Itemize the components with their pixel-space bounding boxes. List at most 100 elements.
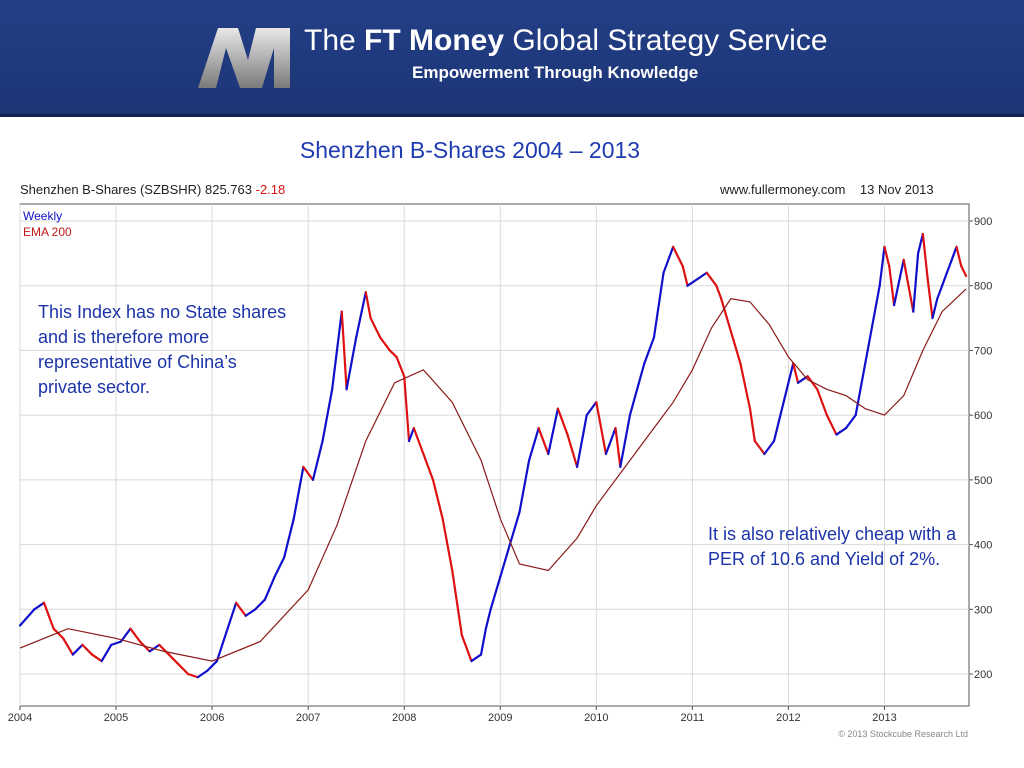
weekly-segment [460,634,473,663]
weekly-segment [345,336,358,391]
banner-title: The FT Money Global Strategy Service [304,24,828,57]
y-tick-label: 600 [974,410,992,422]
y-tick-label: 500 [974,475,992,487]
weekly-segment [206,659,219,672]
x-tick-label: 2012 [776,712,800,724]
weekly-segment [62,637,74,656]
plot-area [19,203,970,707]
weekly-segment [686,278,699,287]
weekly-segment [441,517,454,572]
copyright: © 2013 Stockcube Research Ltd [838,729,968,739]
weekly-segment [739,362,752,410]
weekly-segment [672,245,684,268]
weekly-segment [614,426,622,469]
weekly-segment [604,426,617,456]
weekly-segment [792,362,800,384]
x-tick-label: 2010 [584,712,608,724]
weekly-segment [33,601,46,611]
weekly-segment [527,426,540,462]
weekly-segment [537,426,550,456]
weekly-segment [129,627,142,643]
weekly-segment [364,291,372,320]
y-tick-label: 700 [974,345,992,357]
x-tick-label: 2004 [8,712,32,724]
weekly-segment [100,643,113,663]
weekly-segment [941,271,949,287]
y-tick-label: 300 [974,604,992,616]
weekly-segment [395,355,406,378]
weekly-segment [489,575,502,611]
index-change: -2.18 [255,182,286,197]
weekly-segment [696,271,708,281]
x-tick-label: 2005 [104,712,128,724]
weekly-segment [763,439,776,456]
weekly-segment [167,653,180,666]
y-axis: 200 300 400 500 600 700 800 900 [969,216,992,681]
weekly-segment [470,653,483,663]
x-tick-label: 2006 [200,712,224,724]
weekly-segment [311,439,324,481]
weekly-segment [652,271,665,339]
weekly-segment [556,407,569,436]
weekly-segment [254,598,267,611]
weekly-segment [902,258,910,287]
weekly-segment [273,556,286,579]
weekly-segment [379,336,391,352]
weekly-segment [422,452,435,481]
weekly-segment [936,284,944,300]
weekly-segment [628,362,646,417]
weekly-segment [816,388,828,417]
weekly-segment [263,575,276,601]
weekly-segment [148,643,161,653]
weekly-segment [907,284,915,313]
note-left: This Index has no State shares and is th… [38,302,287,397]
weekly-segment [878,245,886,287]
note-right: It is also relatively cheap with a PER o… [708,524,957,569]
x-tick-label: 2009 [488,712,512,724]
source-url: www.fullermoney.com [720,182,846,197]
weekly-segment [960,265,968,278]
weekly-segment [71,643,84,656]
weekly-segment [499,543,511,579]
weekly-segment [868,284,881,339]
weekly-segment [431,478,444,520]
chart-header-left: Shenzhen B-Shares (SZBSHR) 825.763 -2.18 [20,182,285,197]
weekly-segment [451,569,463,637]
weekly-segment [283,517,295,559]
x-tick-label: 2007 [296,712,320,724]
header-banner: The FT Money Global Strategy Service Emp… [0,0,1024,117]
weekly-segment [772,401,785,443]
weekly-segment [18,608,36,627]
weekly-segment [81,643,94,656]
weekly-segment [950,245,958,261]
weekly-segment [595,401,608,456]
weekly-segment [921,232,929,281]
weekly-segment [662,245,675,274]
weekly-segment [508,511,521,546]
x-tick-label: 2013 [872,712,896,724]
weekly-segment [52,627,65,640]
weekly-segment [110,640,122,646]
weekly-segment [643,336,656,365]
weekly-segment [388,349,398,358]
weekly-segment [158,643,170,656]
weekly-segment [340,310,348,391]
x-tick-label: 2008 [392,712,416,724]
weekly-segment [225,601,238,634]
weekly-segment [945,258,953,274]
weekly-segment [705,271,718,287]
weekly-segment [547,407,559,456]
weekly-segment [292,465,305,520]
slide-title: Shenzhen B-Shares 2004 – 2013 [299,137,641,163]
weekly-segment [177,663,190,676]
x-axis: 2004 2005 2006 2007 2008 2009 2010 2011 2012 2013 [8,706,897,724]
y-tick-label: 400 [974,540,992,552]
weekly-segment [412,426,425,456]
weekly-segment [715,284,723,300]
weekly-segment [484,608,492,630]
ema-200-line [19,288,967,662]
y-tick-label: 200 [974,669,992,681]
weekly-segment [926,278,934,320]
weekly-segment [215,630,228,663]
